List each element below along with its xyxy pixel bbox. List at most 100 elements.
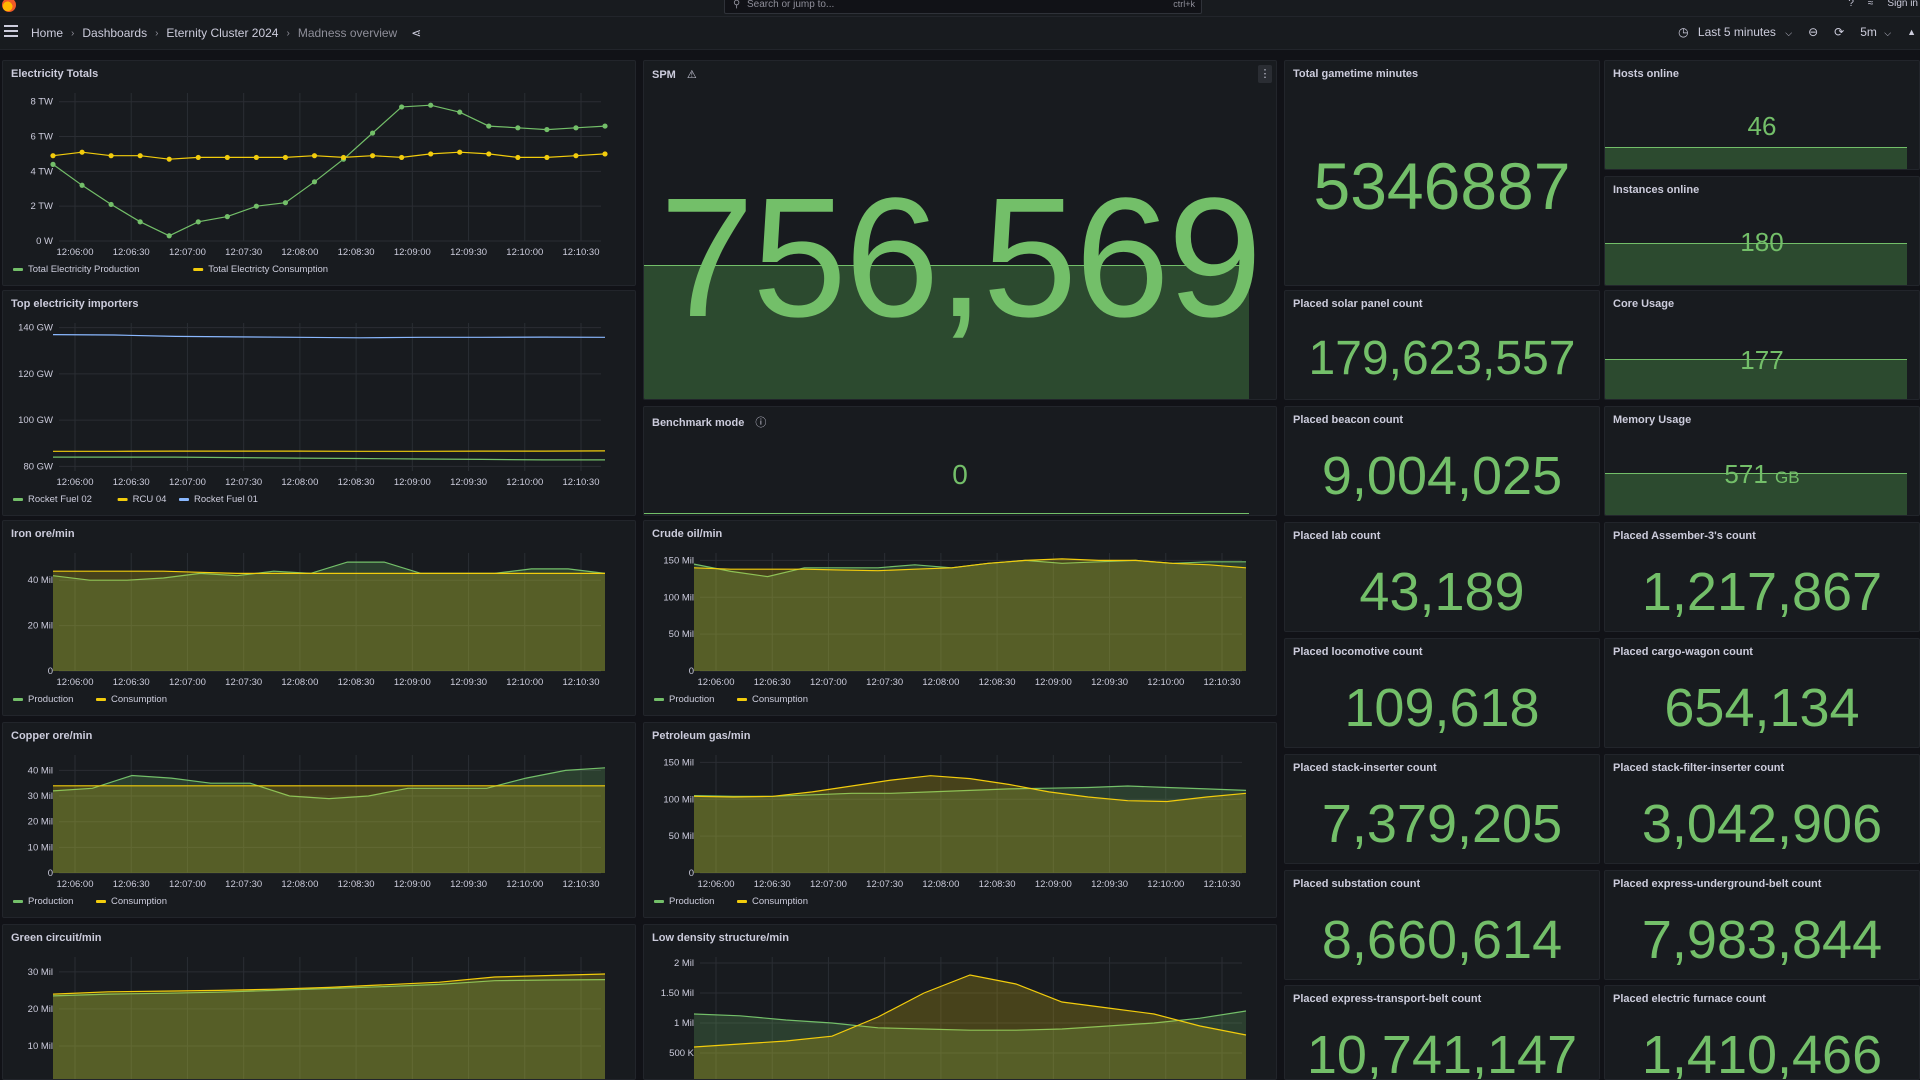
panel-memory-usage[interactable]: Memory Usage 571 GB [1604, 406, 1920, 516]
series-line-1 [693, 558, 1247, 572]
panel-hosts-online[interactable]: Hosts online 46 [1604, 60, 1920, 170]
breadcrumb-dashboards[interactable]: Dashboards [82, 26, 148, 40]
breadcrumb-home[interactable]: Home [31, 26, 64, 40]
y-tick-label: 6 TW [30, 132, 53, 143]
series-area-0 [694, 1011, 1246, 1079]
panel-crude-oil[interactable]: Crude oil/min 0 50 Mil 100 Mil 150 Mil 12:06… [643, 520, 1277, 716]
panel-placed-beacon-count[interactable]: Placed beacon count 9,004,025 [1284, 406, 1600, 516]
panel-title: Placed express-underground-belt count [1613, 878, 1822, 890]
panel-core-usage[interactable]: Core Usage 177 [1604, 290, 1920, 400]
series-point [573, 125, 579, 131]
legend-item[interactable]: Consumption [111, 896, 167, 907]
x-tick-label: 12:09:30 [450, 477, 487, 488]
legend-item[interactable]: Total Electricty Consumption [208, 264, 328, 275]
panel-top-electricity-importers[interactable]: Top electricity importers 80 GW 100 GW 120… [2, 290, 636, 516]
panel-title: Placed Assember-3's count [1613, 530, 1756, 542]
info-icon[interactable]: ⓘ [755, 417, 767, 429]
time-range-picker[interactable]: ◷ Last 5 minutes ⌵ [1678, 25, 1792, 39]
panel-total-gametime-minutes[interactable]: Total gametime minutes 5346887 [1284, 60, 1600, 286]
x-tick-label: 12:09:00 [394, 879, 431, 890]
legend-item[interactable]: Consumption [752, 694, 808, 705]
panel-benchmark-mode[interactable]: Benchmark mode ⓘ 0 [643, 406, 1277, 516]
panel-placed-lab-count[interactable]: Placed lab count 43,189 [1284, 522, 1600, 632]
x-tick-label: 12:08:00 [922, 677, 959, 688]
legend-swatch [193, 268, 204, 271]
panel-placed-express-underground-belt-count[interactable]: Placed express-underground-belt count 7,… [1604, 870, 1920, 980]
furnace-value: 1,410,466 [1641, 1025, 1883, 1080]
panel-green-circuit[interactable]: Green circuit/min 10 Mil 20 Mil 30 Mil [2, 924, 636, 1080]
memory-sparkline-fill [1605, 473, 1907, 515]
share-icon[interactable]: ⋖ [411, 26, 422, 40]
series-point [399, 104, 405, 110]
series-point [311, 153, 318, 159]
express-belt-value: 10,741,147 [1306, 1025, 1578, 1080]
series-line-0 [693, 785, 1247, 797]
search-shortcut: ctrl+k [1173, 0, 1195, 9]
rss-icon[interactable]: ≈ [1867, 0, 1874, 9]
chevron-right-icon: › [286, 27, 290, 39]
warning-icon[interactable]: ⚠ [686, 69, 697, 81]
grafana-logo-icon[interactable] [2, 0, 16, 12]
legend-item[interactable]: RCU 04 [133, 494, 167, 505]
search-input[interactable]: ⚲ Search or jump to... ctrl+k [724, 0, 1202, 14]
help-icon[interactable]: ? [1848, 0, 1854, 9]
legend-item[interactable]: Production [669, 896, 714, 907]
x-tick-label: 12:07:30 [225, 879, 262, 890]
memory-value: 571 [1724, 459, 1768, 489]
panel-placed-assembler-count[interactable]: Placed Assember-3's count 1,217,867 [1604, 522, 1920, 632]
breadcrumb-folder[interactable]: Eternity Cluster 2024 [166, 26, 279, 40]
x-tick-label: 12:06:00 [698, 879, 735, 890]
panel-placed-stack-filter-inserter-count[interactable]: Placed stack-filter-inserter count 3,042… [1604, 754, 1920, 864]
panel-placed-solar-panel-count[interactable]: Placed solar panel count 179,623,557 [1284, 290, 1600, 400]
panel-instances-online[interactable]: Instances online 180 [1604, 176, 1920, 286]
panel-low-density-structure[interactable]: Low density structure/min 500 K 1 Mil 1.50… [643, 924, 1277, 1080]
panel-placed-electric-furnace-count[interactable]: Placed electric furnace count 1,410,466 [1604, 985, 1920, 1080]
panel-placed-substation-count[interactable]: Placed substation count 8,660,614 [1284, 870, 1600, 980]
panel-spm[interactable]: SPM ⚠ ⋮ 756,569 [643, 60, 1277, 400]
panel-placed-express-transport-belt-count[interactable]: Placed express-transport-belt count 10,7… [1284, 985, 1600, 1080]
panel-placed-locomotive-count[interactable]: Placed locomotive count 109,618 [1284, 638, 1600, 748]
refresh-icon[interactable]: ⟳ [1834, 25, 1845, 39]
assembler-value: 1,217,867 [1641, 562, 1883, 622]
legend-item[interactable]: Production [28, 694, 73, 705]
panel-petroleum-gas[interactable]: Petroleum gas/min 0 50 Mil 100 Mil 150 Mil 1… [643, 722, 1277, 918]
y-tick-label: 50 Mil [669, 831, 694, 842]
panel-title: Placed locomotive count [1293, 646, 1423, 658]
panel-copper-ore[interactable]: Copper ore/min 0 10 Mil 20 Mil 30 Mil 40 Mil… [2, 722, 636, 918]
x-tick-label: 12:09:30 [450, 677, 487, 688]
legend-item[interactable]: Total Electricity Production [28, 264, 139, 275]
x-tick-label: 12:07:00 [169, 879, 206, 890]
panel-title: Placed stack-filter-inserter count [1613, 762, 1785, 774]
panel-iron-ore[interactable]: Iron ore/min 0 20 Mil 40 Mil 12:06:00 12:06:… [2, 520, 636, 716]
sign-in-link[interactable]: Sign in [1887, 0, 1918, 9]
legend-item[interactable]: Consumption [111, 694, 167, 705]
x-tick-label: 12:06:00 [57, 247, 94, 258]
x-tick-label: 12:09:00 [394, 247, 431, 258]
legend-swatch [179, 498, 189, 501]
legend-swatch [654, 698, 664, 701]
panel-electricity-totals[interactable]: Electricity Totals 0 W 2 TW 4 TW 6 TW 8 TW 12… [2, 60, 636, 286]
panel-placed-stack-inserter-count[interactable]: Placed stack-inserter count 7,379,205 [1284, 754, 1600, 864]
x-tick-label: 12:07:00 [810, 879, 847, 890]
panel-title: Copper ore/min [11, 730, 93, 742]
x-tick-label: 12:06:00 [698, 677, 735, 688]
legend-item[interactable]: Production [669, 694, 714, 705]
panel-placed-cargo-wagon-count[interactable]: Placed cargo-wagon count 654,134 [1604, 638, 1920, 748]
zoom-out-icon[interactable]: ⊖ [1808, 25, 1819, 39]
x-tick-label: 12:10:30 [1204, 677, 1241, 688]
panel-title: Green circuit/min [11, 932, 102, 944]
legend-item[interactable]: Rocket Fuel 01 [194, 494, 258, 505]
panel-menu-icon[interactable]: ⋮ [1258, 65, 1272, 83]
x-tick-label: 12:07:00 [810, 677, 847, 688]
series-point [282, 154, 289, 161]
legend-item[interactable]: Rocket Fuel 02 [28, 494, 92, 505]
y-tick-label: 40 Mil [28, 765, 53, 776]
y-tick-label: 50 Mil [669, 629, 694, 640]
refresh-interval-picker[interactable]: 5m ⌵ [1860, 25, 1891, 39]
chevron-up-icon[interactable]: ▲ [1907, 27, 1916, 37]
legend-item[interactable]: Consumption [752, 896, 808, 907]
panel-title: Top electricity importers [11, 298, 139, 310]
legend-item[interactable]: Production [28, 896, 73, 907]
panel-title: Placed solar panel count [1293, 298, 1423, 310]
menu-icon[interactable] [4, 25, 18, 37]
